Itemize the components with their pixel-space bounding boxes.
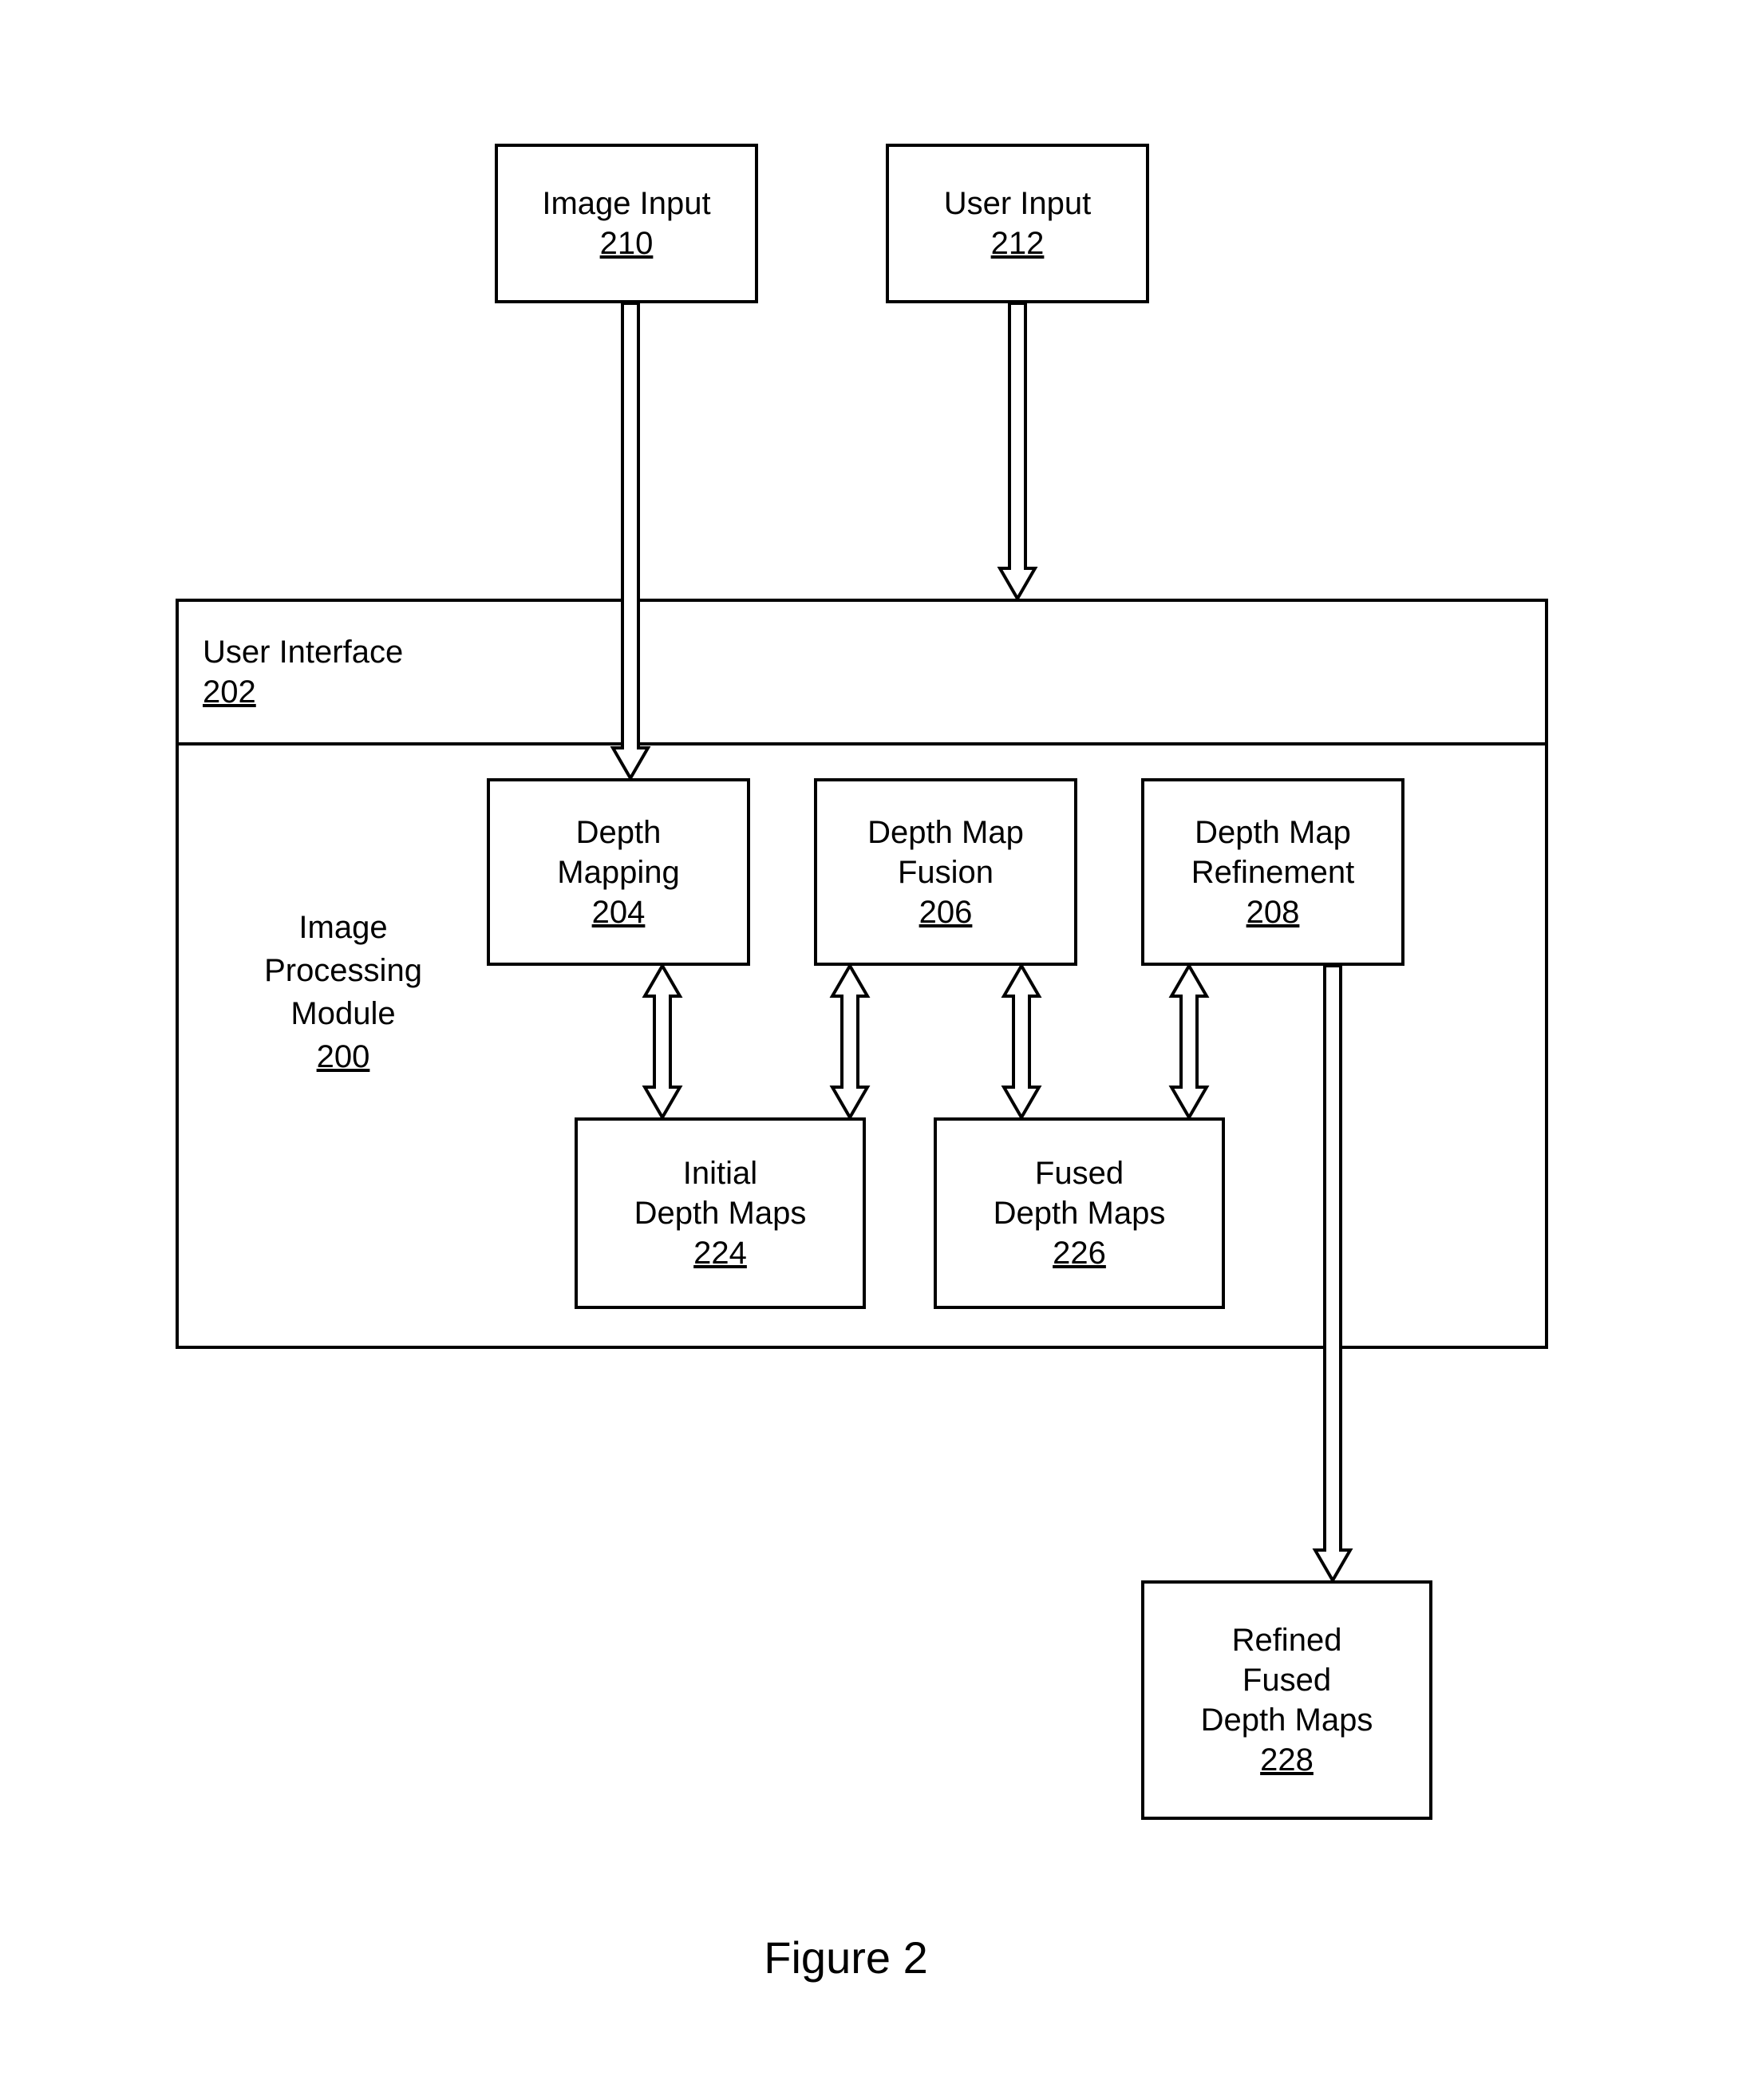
container-module-label: Image Processing Module 200 [239,906,447,1078]
node-image-input: Image Input 210 [495,144,758,303]
module-label-line: Module [239,992,447,1035]
node-title: User Input [944,184,1092,223]
node-number: 226 [1053,1233,1106,1273]
node-line: Fusion [898,852,994,892]
node-line: Refined [1232,1620,1342,1660]
node-number: 204 [592,892,646,932]
module-label-line: Image [239,906,447,949]
node-number: 212 [991,223,1045,263]
node-line: Depth Map [1195,813,1351,852]
node-line: Fused [1035,1153,1124,1193]
module-label-line: Processing [239,949,447,992]
node-line: Depth Maps [1201,1700,1373,1740]
node-number: 228 [1260,1740,1314,1780]
node-depth-mapping: Depth Mapping 204 [487,778,750,966]
node-line: Initial [683,1153,757,1193]
node-refined-fused-depth-maps: Refined Fused Depth Maps 228 [1141,1580,1432,1820]
node-number: 210 [600,223,654,263]
node-depth-map-fusion: Depth Map Fusion 206 [814,778,1077,966]
diagram-canvas: Image Input 210 User Input 212 User Inte… [0,0,1762,2100]
node-depth-map-refinement: Depth Map Refinement 208 [1141,778,1404,966]
edge-user_input_to_ui [1000,303,1035,599]
node-line: Depth Maps [634,1193,807,1233]
figure-caption: Figure 2 [686,1932,1005,1983]
node-line: Mapping [557,852,679,892]
node-number: 208 [1246,892,1300,932]
module-label-number: 200 [239,1035,447,1078]
container-header-user-interface: User Interface 202 [179,602,1545,745]
node-line: Depth Maps [994,1193,1166,1233]
node-number: 224 [693,1233,747,1273]
container-header-title: User Interface [203,632,1545,672]
node-user-input: User Input 212 [886,144,1149,303]
node-line: Depth Map [867,813,1024,852]
node-initial-depth-maps: Initial Depth Maps 224 [575,1117,866,1309]
container-header-number: 202 [203,672,1545,712]
node-fused-depth-maps: Fused Depth Maps 226 [934,1117,1225,1309]
node-line: Depth [576,813,662,852]
node-line: Fused [1242,1660,1331,1700]
node-number: 206 [919,892,973,932]
node-title: Image Input [542,184,710,223]
node-line: Refinement [1191,852,1355,892]
